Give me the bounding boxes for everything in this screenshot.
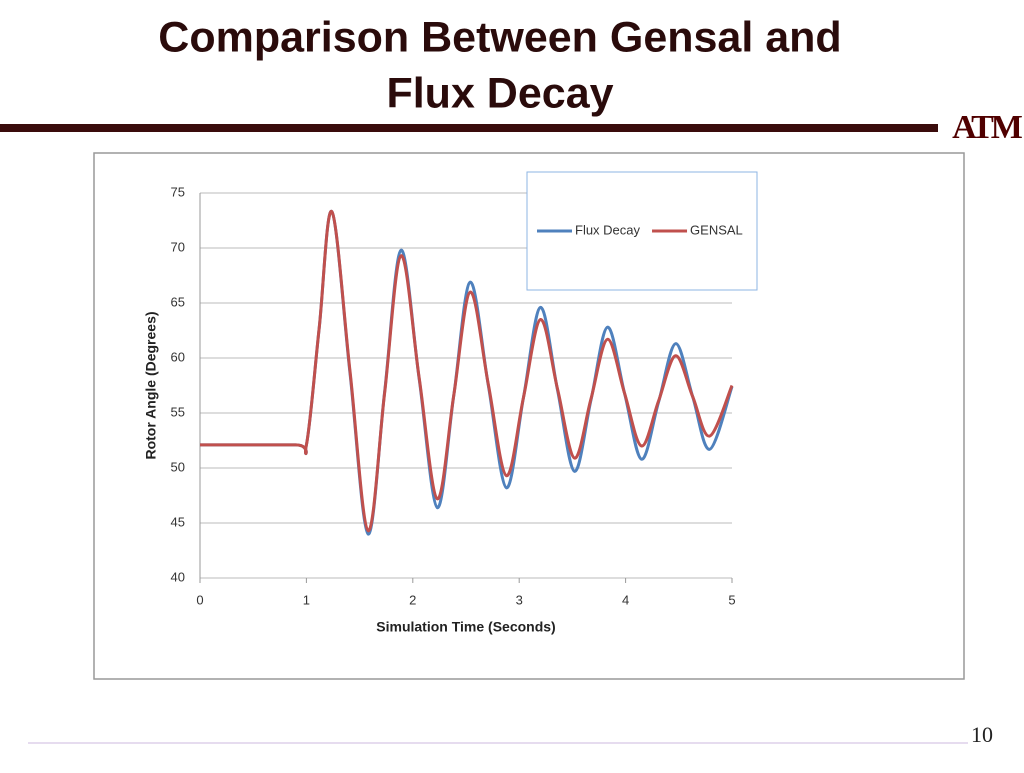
x-tick-label: 1 [303, 592, 310, 607]
y-tick-label: 60 [171, 349, 185, 364]
legend-label: Flux Decay [575, 222, 641, 237]
y-tick-label: 65 [171, 294, 185, 309]
x-tick-label: 5 [728, 592, 735, 607]
x-tick-label: 3 [516, 592, 523, 607]
y-tick-label: 75 [171, 184, 185, 199]
slide-title: Comparison Between Gensal and [158, 13, 841, 61]
x-tick-label: 2 [409, 592, 416, 607]
legend-label: GENSAL [690, 222, 743, 237]
title-rule [0, 124, 938, 132]
y-tick-label: 45 [171, 514, 185, 529]
x-axis-label: Simulation Time (Seconds) [376, 619, 555, 635]
y-tick-label: 50 [171, 459, 185, 474]
slide-title: Flux Decay [386, 69, 613, 117]
series-line [199, 210, 734, 533]
footer-rule [28, 742, 968, 744]
y-tick-label: 40 [171, 569, 185, 584]
y-tick-label: 70 [171, 239, 185, 254]
logo: ATM [952, 109, 1023, 146]
x-tick-label: 4 [622, 592, 629, 607]
y-tick-label: 55 [171, 404, 185, 419]
y-axis-label: Rotor Angle (Degrees) [143, 311, 159, 459]
x-tick-label: 0 [196, 592, 203, 607]
page-number: 10 [971, 722, 993, 747]
